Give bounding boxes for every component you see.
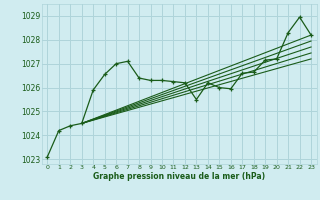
X-axis label: Graphe pression niveau de la mer (hPa): Graphe pression niveau de la mer (hPa) — [93, 172, 265, 181]
